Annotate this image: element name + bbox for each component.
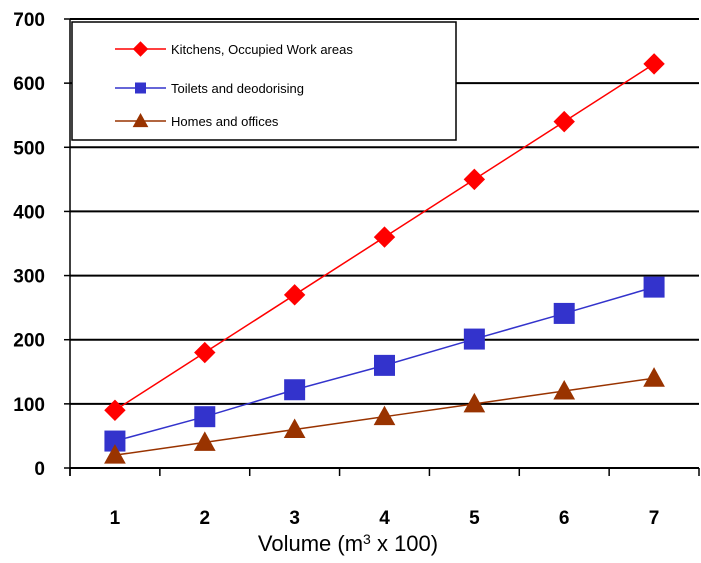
data-point-s0-4 <box>373 226 396 248</box>
legend-marker-2 <box>132 112 149 128</box>
data-point-s2-6 <box>553 379 576 400</box>
legend-label-0: Kitchens, Occupied Work areas <box>171 42 353 57</box>
y-tick-label-300: 300 <box>13 267 45 288</box>
data-point-s0-2 <box>194 341 216 364</box>
legend: Kitchens, Occupied Work areas Toilets and… <box>71 21 457 141</box>
data-point-s1-4 <box>374 354 395 376</box>
y-tick-label-100: 100 <box>13 395 45 416</box>
x-tick-label-3: 3 <box>289 508 300 529</box>
legend-label-1: Toilets and deodorising <box>171 81 304 96</box>
data-point-s2-4 <box>373 405 396 426</box>
data-point-s2-2 <box>193 431 216 451</box>
data-point-s2-1 <box>104 444 126 464</box>
y-tick-label-200: 200 <box>13 331 45 352</box>
data-point-s2-3 <box>283 418 306 439</box>
y-tick-labels: 0 100 200 300 400 500 600 700 <box>13 10 45 480</box>
y-tick-label-0: 0 <box>34 459 45 480</box>
x-tick-label-6: 6 <box>559 508 570 529</box>
data-point-s0-1 <box>104 399 126 421</box>
y-tick-label-600: 600 <box>13 74 45 95</box>
data-point-s1-5 <box>463 328 485 350</box>
x-axis-label: Volume (m3 x 100) <box>258 531 438 556</box>
series-group <box>104 53 665 464</box>
data-point-s0-6 <box>553 110 575 133</box>
data-point-s0-7 <box>643 53 665 75</box>
data-point-s1-3 <box>284 379 306 401</box>
data-point-s0-3 <box>283 284 306 306</box>
legend-marker-0 <box>132 41 149 57</box>
data-point-s2-7 <box>643 367 665 387</box>
legend-marker-1 <box>135 82 146 94</box>
x-tick-labels: 1 2 3 4 5 6 7 <box>110 508 660 529</box>
legend-label-2: Homes and offices <box>171 114 279 129</box>
x-tick-label-2: 2 <box>199 508 210 529</box>
x-tick-label-7: 7 <box>649 508 660 529</box>
data-point-s1-7 <box>643 276 665 298</box>
axes <box>64 18 700 476</box>
data-point-s2-5 <box>463 392 486 413</box>
x-tick-label-5: 5 <box>469 508 480 529</box>
y-tick-label-700: 700 <box>13 10 45 31</box>
data-point-s1-6 <box>553 302 575 324</box>
x-tick-label-4: 4 <box>379 508 390 529</box>
x-tick-label-1: 1 <box>110 508 121 529</box>
data-point-s0-5 <box>463 168 486 191</box>
y-tick-label-500: 500 <box>13 138 45 159</box>
data-point-s1-2 <box>194 406 216 428</box>
y-tick-label-400: 400 <box>13 202 45 223</box>
